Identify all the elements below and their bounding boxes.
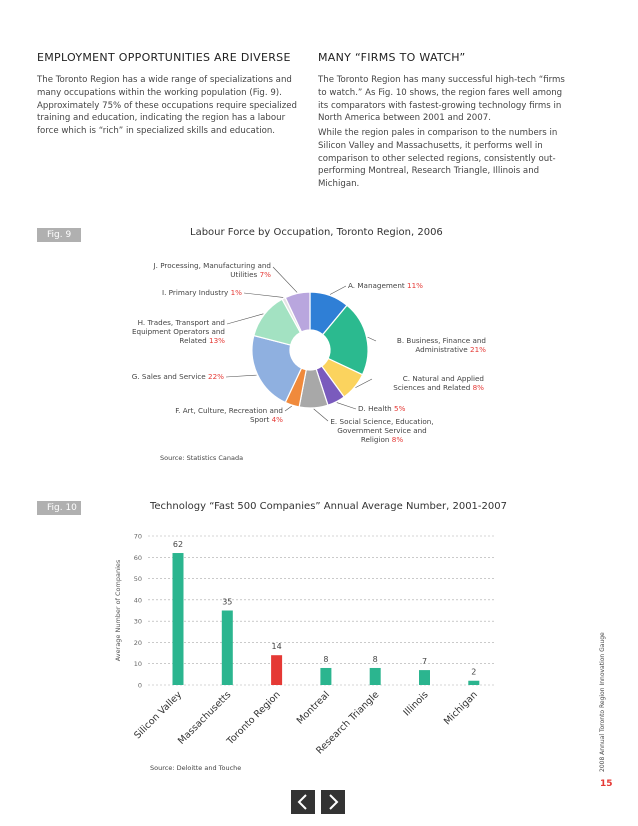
slice-label: E. Social Science, Education, Government…	[322, 417, 442, 444]
leader-line	[226, 313, 264, 325]
leader-line	[225, 374, 257, 378]
bar	[320, 667, 332, 685]
slice-label: B. Business, Finance and Administrative …	[378, 336, 486, 354]
heading: EMPLOYMENT OPPORTUNITIES ARE DIVERSE	[37, 51, 291, 64]
y-tick-label: 20	[134, 639, 142, 647]
category-label: G. Sales and Service	[131, 372, 206, 381]
value-label: 35	[222, 598, 232, 607]
x-tick-label: Illinois	[402, 689, 431, 718]
chart-title: Technology “Fast 500 Companies” Annual A…	[150, 501, 507, 512]
paragraph: The Toronto Region has a wide range of s…	[37, 75, 298, 137]
paragraph: While the region pales in comparison to …	[318, 128, 558, 190]
value-label: 21%	[470, 345, 486, 354]
source: Source: Deloitte and Touche	[150, 764, 242, 772]
y-tick-label: 50	[134, 575, 142, 583]
value-label: 8%	[472, 383, 484, 392]
y-tick-label: 40	[134, 596, 142, 604]
slice-label: I. Primary Industry 1%	[110, 288, 242, 297]
leader-line	[329, 285, 347, 295]
side-note: 2008 Annual Toronto Region Innovation Ga…	[599, 632, 606, 772]
category-label: D. Health	[358, 404, 392, 413]
bar	[419, 670, 430, 685]
bar	[221, 610, 233, 685]
leader-line	[284, 405, 292, 412]
value-label: 7	[422, 657, 427, 666]
pie-slice	[321, 304, 369, 376]
leader-line	[355, 378, 373, 388]
leader-line	[313, 408, 329, 422]
category-label: C. Natural and Applied Sciences and Rela…	[393, 374, 484, 392]
category-label: H. Trades, Transport and Equipment Opera…	[131, 318, 225, 345]
slice-label: G. Sales and Service 22%	[106, 372, 224, 381]
leader-line	[243, 292, 284, 298]
x-tick-label: Montreal	[295, 689, 332, 726]
category-label: I. Primary Industry	[161, 288, 229, 297]
value-label: 7%	[259, 270, 271, 279]
value-label: 14	[272, 642, 282, 651]
category-label: A. Management	[348, 281, 405, 290]
y-tick-label: 30	[134, 618, 142, 626]
paragraph: The Toronto Region has many successful h…	[318, 75, 565, 124]
slice-label: D. Health 5%	[358, 404, 428, 413]
pie-slice	[284, 291, 311, 333]
value-label: 2	[471, 668, 476, 677]
value-label: 5%	[394, 404, 406, 413]
category-label: E. Social Science, Education, Government…	[330, 417, 434, 444]
y-tick-label: 60	[134, 554, 142, 562]
category-label: B. Business, Finance and Administrative	[396, 336, 486, 354]
value-label: 13%	[209, 336, 225, 345]
slice-label: F. Art, Culture, Recreation and Sport 4%	[160, 406, 283, 424]
leader-line	[367, 336, 377, 342]
y-tick-label: 10	[134, 660, 142, 668]
category-label: F. Art, Culture, Recreation and Sport	[175, 406, 283, 424]
category-label: J. Processing, Manufacturing and Utiliti…	[153, 261, 272, 279]
value-label: 8	[373, 655, 378, 664]
fig-label: Fig. 9	[37, 228, 81, 242]
leader-line	[272, 266, 298, 293]
bar	[172, 553, 184, 685]
slice-label: J. Processing, Manufacturing and Utiliti…	[146, 261, 272, 279]
chart-title: Labour Force by Occupation, Toronto Regi…	[190, 227, 443, 238]
value-label: 11%	[407, 281, 423, 290]
bar	[369, 667, 381, 685]
value-label: 4%	[271, 415, 283, 424]
y-tick-label: 0	[138, 682, 142, 690]
value-label: 22%	[208, 372, 224, 381]
slice-label: A. Management 11%	[348, 281, 448, 290]
page-number: 15	[600, 779, 613, 789]
pie-slice	[251, 334, 303, 404]
fig-label: Fig. 10	[37, 501, 81, 515]
value-label: 62	[173, 540, 183, 549]
x-tick-label: Toronto Region	[224, 689, 282, 747]
value-label: 1%	[230, 288, 242, 297]
next-icon	[329, 794, 339, 810]
bar	[271, 655, 283, 685]
x-tick-label: Silicon Valley	[132, 689, 184, 741]
bar	[468, 680, 480, 685]
leader-line	[336, 402, 357, 410]
source: Source: Statistics Canada	[160, 454, 244, 462]
prev-button[interactable]	[291, 790, 315, 814]
x-tick-label: Michigan	[442, 689, 480, 727]
y-tick-label: 70	[134, 533, 142, 541]
heading: MANY “FIRMS TO WATCH”	[318, 51, 466, 64]
slice-label: H. Trades, Transport and Equipment Opera…	[118, 318, 225, 345]
next-button[interactable]	[321, 790, 345, 814]
value-label: 8	[323, 655, 328, 664]
slice-label: C. Natural and Applied Sciences and Rela…	[372, 374, 484, 392]
prev-icon	[297, 794, 307, 810]
value-label: 8%	[391, 435, 404, 444]
y-axis-label: Average Number of Companies	[114, 559, 122, 661]
